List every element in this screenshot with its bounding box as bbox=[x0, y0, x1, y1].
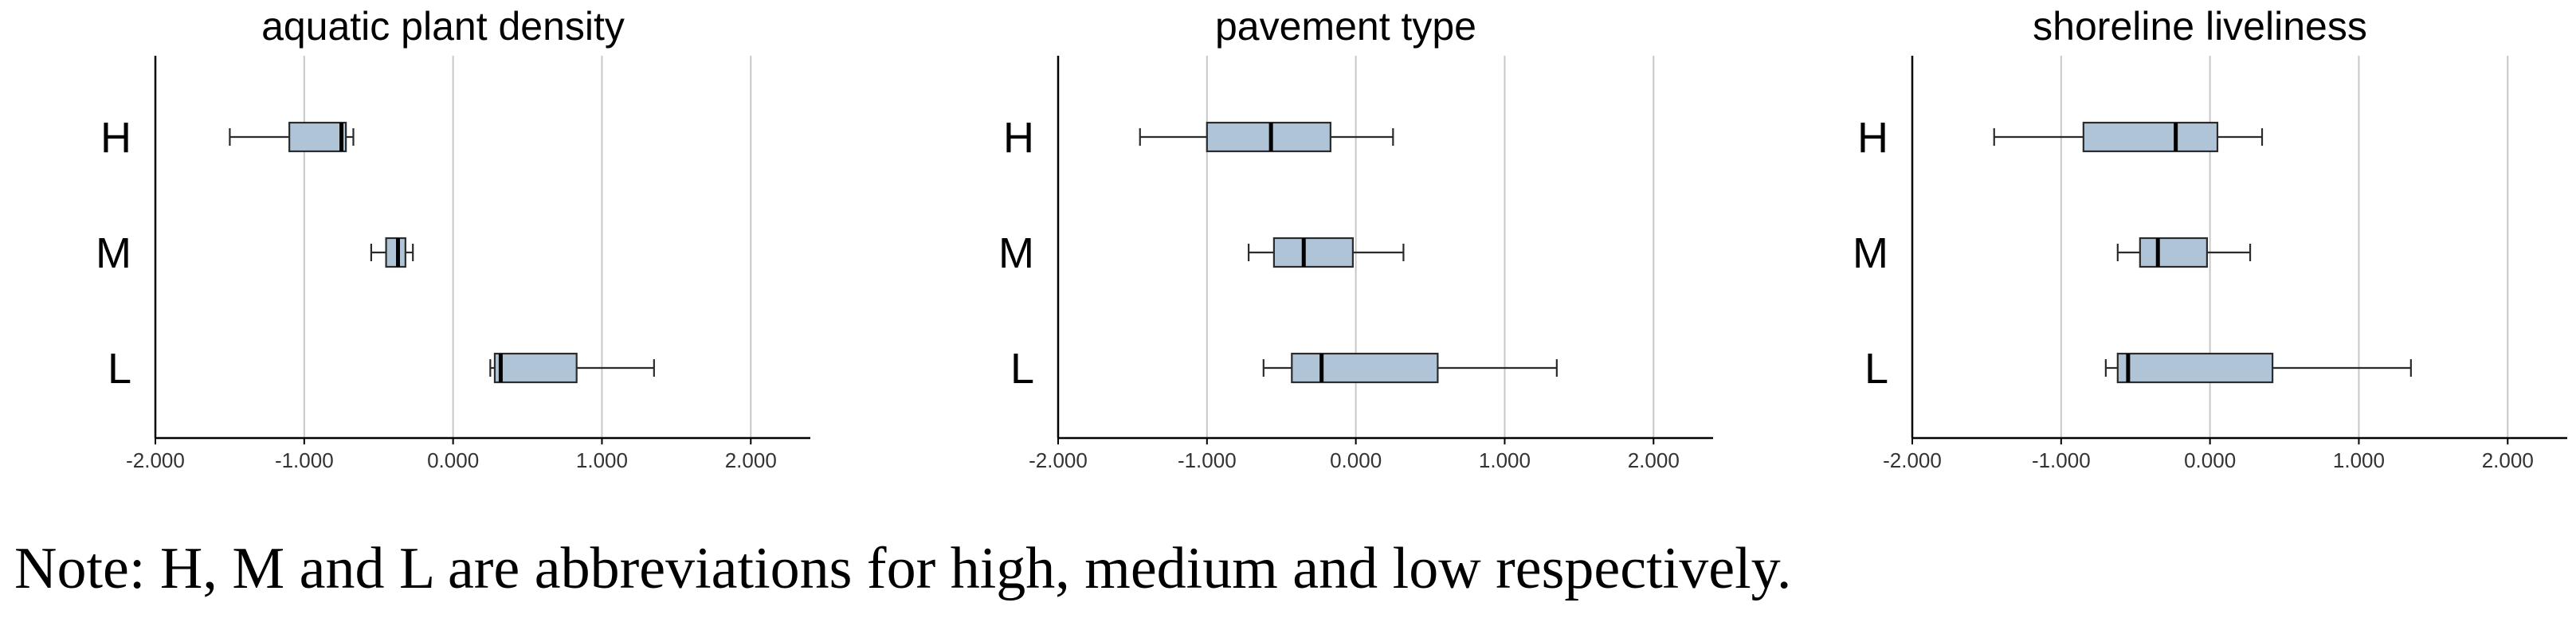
x-tick-label: 1.000 bbox=[1479, 448, 1531, 472]
x-tick-label: -2.000 bbox=[126, 448, 185, 472]
x-tick-label: 1.000 bbox=[576, 448, 628, 472]
x-tick-label: -2.000 bbox=[1883, 448, 1942, 472]
x-tick-label: -1.000 bbox=[1178, 448, 1237, 472]
box-H bbox=[1206, 121, 1331, 153]
x-tick-label: -1.000 bbox=[2032, 448, 2091, 472]
x-tick-label: 0.000 bbox=[1330, 448, 1382, 472]
box-plot-figure: -2.000 -1.000 0.000 1.000 2.000 aquatic plant… bbox=[96, 4, 2567, 472]
box-L bbox=[1291, 352, 1439, 384]
x-tick-label: 2.000 bbox=[1628, 448, 1680, 472]
x-tick-label: 2.000 bbox=[2482, 448, 2534, 472]
category-label: L bbox=[108, 345, 131, 393]
category-label: H bbox=[1857, 114, 1888, 162]
box-H bbox=[288, 121, 347, 153]
box-M bbox=[385, 237, 406, 268]
x-tick-label: 0.000 bbox=[427, 448, 479, 472]
category-label: H bbox=[1003, 114, 1034, 162]
category-label: M bbox=[96, 229, 131, 277]
x-tick-label: 1.000 bbox=[2333, 448, 2385, 472]
category-label: M bbox=[1853, 229, 1888, 277]
box-L bbox=[493, 352, 578, 384]
category-label: L bbox=[1864, 345, 1888, 393]
category-label: M bbox=[998, 229, 1034, 277]
box-M bbox=[2139, 237, 2208, 268]
chart-title: aquatic plant density bbox=[261, 4, 625, 49]
chart-title: pavement type bbox=[1215, 4, 1476, 49]
x-tick-label: -1.000 bbox=[275, 448, 334, 472]
box-H bbox=[2082, 121, 2219, 153]
box-M bbox=[1272, 237, 1354, 268]
x-tick-label: -2.000 bbox=[1029, 448, 1088, 472]
category-label: H bbox=[100, 114, 131, 162]
category-label: L bbox=[1010, 345, 1034, 393]
x-tick-label: 2.000 bbox=[725, 448, 777, 472]
x-tick-label: 0.000 bbox=[2184, 448, 2236, 472]
footnote: Note: H, M and L are abbreviations for h… bbox=[14, 536, 1792, 601]
chart-title: shoreline liveliness bbox=[2033, 4, 2367, 49]
box-L bbox=[2116, 352, 2274, 384]
